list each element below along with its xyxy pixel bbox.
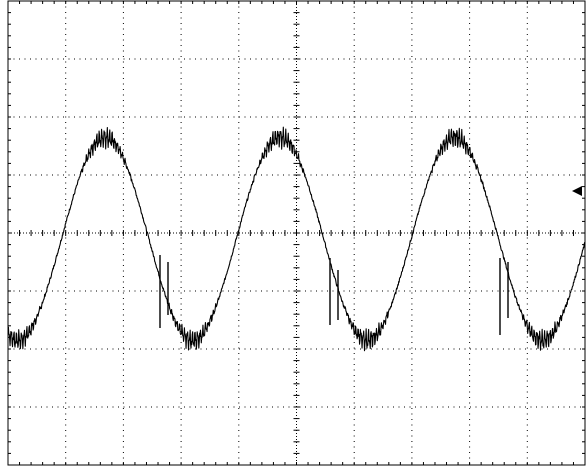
- switching-spikes: [159, 255, 509, 335]
- grid: [7, 0, 586, 466]
- waveform-trace: [7, 126, 586, 352]
- arrow-left-icon: [572, 186, 582, 196]
